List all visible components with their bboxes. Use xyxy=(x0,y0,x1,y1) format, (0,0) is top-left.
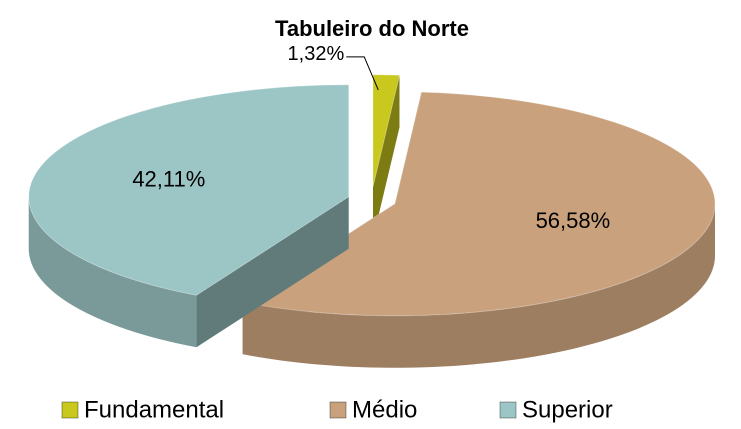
slice-wall xyxy=(28,196,197,348)
legend-swatch xyxy=(61,401,79,419)
legend-label: Médio xyxy=(352,396,417,423)
slice xyxy=(372,74,401,187)
chart-title: Tabuleiro do Norte xyxy=(275,16,469,41)
data-label: 56,58% xyxy=(536,208,611,233)
slice-wall xyxy=(242,203,716,368)
legend-label: Superior xyxy=(522,396,613,423)
data-label: 42,11% xyxy=(132,167,205,192)
data-label: 1,32% xyxy=(288,43,345,65)
slice xyxy=(28,84,350,296)
leader-line xyxy=(346,56,379,91)
slice-side xyxy=(196,196,349,348)
slice xyxy=(241,91,716,317)
legend-swatch xyxy=(329,401,347,419)
legend-swatch xyxy=(499,401,517,419)
slice-side xyxy=(372,75,400,239)
legend-label: Fundamental xyxy=(84,396,224,423)
